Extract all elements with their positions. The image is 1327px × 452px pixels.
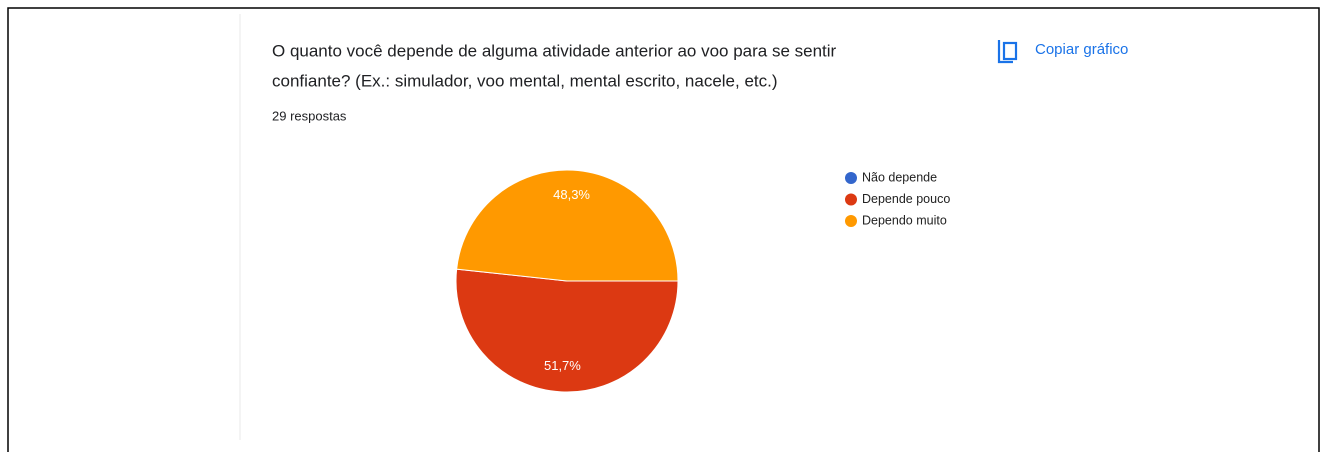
copy-label[interactable]: Copiar gráfico: [1035, 41, 1128, 58]
copy-icon: [1002, 41, 1018, 61]
legend-label: Dependo muito: [862, 213, 947, 227]
slice-label: 48,3%: [553, 187, 590, 202]
copy-button[interactable]: Copiar gráfico: [997, 40, 1128, 64]
pie-slice: [456, 169, 679, 282]
chart-title: O quanto você depende de alguma atividad…: [272, 41, 837, 60]
legend-swatch: [845, 193, 857, 206]
copy-icon: [997, 40, 1013, 64]
legend-label: Depende pouco: [862, 192, 950, 206]
legend-label: Não depende: [862, 170, 937, 184]
pie-slice: [455, 268, 679, 393]
frame: [7, 7, 1320, 452]
slice-label: 51,7%: [544, 358, 581, 373]
chart-subtitle: 29 respostas: [272, 108, 347, 123]
legend-swatch: [845, 215, 857, 227]
legend-swatch: [845, 172, 857, 184]
chart-title: confiante? (Ex.: simulador, voo mental, …: [272, 71, 778, 90]
